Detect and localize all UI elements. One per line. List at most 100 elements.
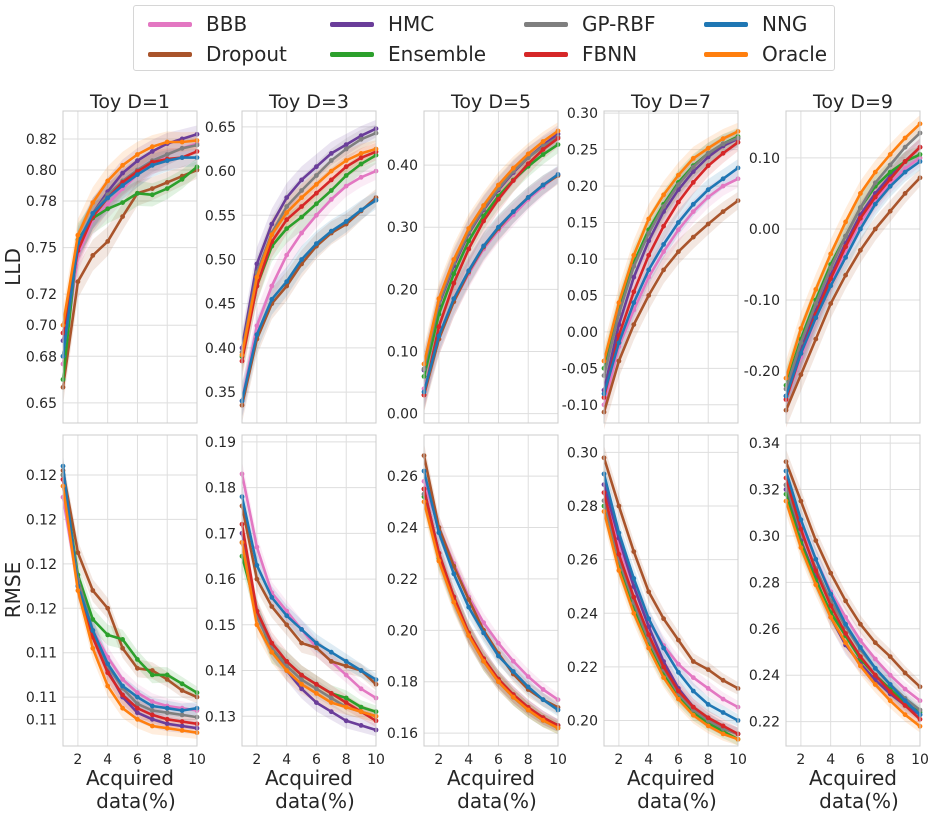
band-bbb <box>424 165 558 407</box>
x-tick-label: 8 <box>342 752 351 768</box>
point-bbb <box>510 658 516 664</box>
point-oracle <box>676 172 681 178</box>
point-dropout <box>858 621 863 627</box>
point-dropout <box>798 498 804 504</box>
point-oracle <box>328 700 334 705</box>
point-dropout <box>858 247 863 253</box>
x-tick-label: 10 <box>188 752 206 768</box>
point-bbb <box>646 274 652 280</box>
point-dropout <box>798 372 804 378</box>
legend-label: BBB <box>206 12 248 36</box>
point-hmc <box>299 177 304 183</box>
point-gprbf <box>661 204 666 209</box>
point-nng <box>887 682 893 687</box>
series-line-hmc <box>240 127 377 349</box>
subplot-title: Toy D=9 <box>812 91 893 113</box>
series-line-gprbf <box>602 500 739 736</box>
point-oracle <box>105 178 111 184</box>
y-tick-label: -0.20 <box>744 364 780 380</box>
point-nng <box>436 530 442 536</box>
point-gprbf <box>328 695 334 701</box>
point-nng <box>813 556 819 562</box>
series-line-oracle <box>784 500 921 728</box>
point-oracle <box>496 679 501 685</box>
series-line-dropout <box>784 461 921 688</box>
point-ensemble <box>135 657 140 662</box>
point-ensemble <box>299 214 304 220</box>
point-oracle <box>540 717 546 723</box>
point-dropout <box>75 550 81 556</box>
point-bbb <box>269 283 275 289</box>
y-tick-label: 0.50 <box>205 252 236 268</box>
point-nng <box>314 640 319 646</box>
point-nng <box>828 283 834 289</box>
point-oracle <box>616 300 622 306</box>
legend-label: Oracle <box>762 42 828 66</box>
series-line-oracle <box>240 542 377 718</box>
point-hmc <box>314 700 319 705</box>
y-tick-label: 0.13 <box>205 709 236 725</box>
point-oracle <box>314 182 319 187</box>
point-ensemble <box>149 192 155 198</box>
point-nng <box>481 630 486 636</box>
point-dropout <box>314 645 319 651</box>
band-hmc <box>424 125 558 388</box>
series-line-oracle <box>784 122 921 379</box>
point-hmc <box>299 686 304 692</box>
point-oracle <box>843 219 848 225</box>
point-bbb <box>314 212 319 218</box>
point-oracle <box>120 162 125 168</box>
series-line-dropout <box>61 470 198 699</box>
legend-item-hmc: HMC <box>330 10 434 38</box>
y-tick-label: 0.72 <box>26 287 57 303</box>
x-axis-label: Acquired <box>627 766 715 790</box>
point-oracle <box>164 725 170 731</box>
point-oracle <box>525 707 531 713</box>
point-nng <box>135 694 140 700</box>
point-bbb <box>525 674 531 679</box>
subplot-title: Toy D=5 <box>450 91 531 113</box>
series-line-gprbf <box>422 135 559 370</box>
point-fbnn <box>887 176 893 182</box>
point-oracle <box>451 257 457 262</box>
point-oracle <box>646 645 652 651</box>
y-tick-label: 0.05 <box>567 288 598 304</box>
y-tick-label: 0.00 <box>749 222 780 238</box>
point-oracle <box>540 139 546 144</box>
point-dropout <box>149 186 155 192</box>
legend-swatch <box>330 21 374 27</box>
point-fbnn <box>858 654 863 659</box>
point-hmc <box>314 164 319 170</box>
x-tick-label: 2 <box>614 752 623 768</box>
point-fbnn <box>510 178 516 184</box>
x-tick-label: 4 <box>464 752 473 768</box>
point-nng <box>631 300 637 306</box>
point-dropout <box>646 293 652 298</box>
point-hmc <box>120 170 125 176</box>
series-line-ensemble <box>422 143 559 377</box>
band-oracle <box>63 131 197 343</box>
point-dropout <box>90 253 96 258</box>
point-dropout <box>872 226 878 232</box>
point-fbnn <box>269 640 275 646</box>
point-dropout <box>661 267 666 273</box>
point-ensemble <box>343 173 349 178</box>
point-hmc <box>254 261 260 267</box>
point-nng <box>510 669 516 674</box>
axes-frame <box>241 110 377 424</box>
point-bbb <box>858 638 863 643</box>
point-nng <box>451 571 457 577</box>
point-oracle <box>676 696 681 702</box>
y-tick-label: 0.25 <box>567 143 598 159</box>
point-ensemble <box>358 704 364 710</box>
point-ensemble <box>120 637 125 642</box>
point-nng <box>631 576 637 581</box>
point-oracle <box>646 216 652 222</box>
point-oracle <box>120 705 125 711</box>
point-fbnn <box>887 689 893 694</box>
point-dropout <box>75 279 81 285</box>
point-nng <box>525 684 531 690</box>
point-gprbf <box>135 701 140 707</box>
point-gprbf <box>705 150 711 156</box>
